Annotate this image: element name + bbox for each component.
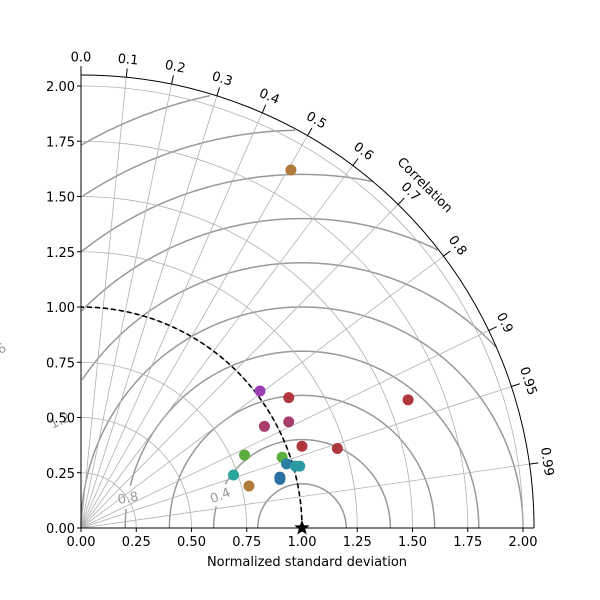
std-grid-arc — [80, 251, 358, 529]
correlation-tick-label: 0.1 — [117, 52, 139, 69]
correlation-grid-line — [80, 386, 512, 529]
rms-contour — [80, 306, 524, 529]
data-point — [296, 440, 308, 452]
data-point — [274, 473, 286, 485]
data-point — [289, 460, 301, 472]
x-tick-label: 0.50 — [177, 535, 206, 550]
y-tick-label: 1.25 — [46, 246, 75, 261]
contour-label-bg — [47, 405, 72, 435]
y-tick-label: 1.75 — [46, 135, 75, 150]
data-point — [258, 420, 270, 432]
data-point — [243, 480, 255, 492]
contour-label-bg — [208, 480, 232, 510]
correlation-tick — [529, 462, 539, 465]
data-point — [239, 449, 251, 461]
y-tick-label: 0.50 — [46, 412, 75, 427]
y-tick-label: 0.00 — [46, 522, 75, 537]
correlation-grid-line — [80, 165, 354, 529]
y-tick-label: 0.25 — [46, 467, 75, 482]
rms-contour — [80, 217, 438, 312]
std-grid-arc — [80, 140, 469, 529]
correlation-tick-label: 0.6 — [350, 140, 376, 164]
correlation-tick — [125, 68, 128, 78]
correlation-grid-line — [80, 84, 173, 529]
y-tick-label: 1.00 — [46, 301, 75, 316]
reference-star-marker — [294, 520, 310, 535]
data-point — [402, 394, 414, 406]
rms-contour — [124, 350, 480, 529]
grid — [80, 77, 530, 529]
contour-label-bg — [0, 336, 9, 366]
correlation-tick — [171, 75, 174, 85]
correlation-tick-label: 0.99 — [537, 446, 556, 477]
rms-contour — [212, 438, 392, 528]
correlation-tick — [488, 326, 497, 331]
outer-correlation-arc — [80, 74, 535, 529]
x-tick-label: 0.25 — [122, 535, 151, 550]
x-tick-label: 1.75 — [453, 535, 482, 550]
rms-contour — [168, 394, 436, 529]
contour-label: 0.4 — [208, 485, 233, 507]
correlation-grid-line — [80, 77, 127, 529]
correlation-grid-line — [80, 463, 530, 529]
rms-contour — [82, 129, 296, 197]
y-tick-label: 0.75 — [46, 356, 75, 371]
data-point — [281, 458, 293, 470]
correlation-tick-label: 0.5 — [303, 109, 328, 132]
contour-label-bg — [117, 484, 138, 511]
correlation-tick-label: 0.95 — [516, 365, 539, 397]
data-point — [283, 392, 295, 404]
x-tick-label: 0.00 — [67, 535, 96, 550]
std-grid-arc — [80, 196, 413, 529]
rms-contour — [81, 262, 497, 381]
data-point — [285, 164, 297, 176]
x-tick-label: 1.25 — [343, 535, 372, 550]
reference-std-arc — [80, 306, 303, 529]
x-axis-label: Normalized standard deviation — [207, 555, 407, 570]
correlation-tick-label: 0.4 — [257, 86, 282, 108]
contour-label: 1.6 — [0, 341, 9, 364]
correlation-tick-label: 0.0 — [71, 50, 92, 65]
y-tick-label: 1.50 — [46, 191, 75, 206]
correlation-tick-label: 0.9 — [493, 310, 516, 335]
correlation-tick — [397, 197, 405, 205]
data-point — [254, 385, 266, 397]
data-point — [227, 469, 239, 481]
data-point — [331, 442, 343, 454]
axes — [77, 66, 539, 532]
correlation-tick-label: 0.2 — [163, 58, 186, 77]
data-point — [283, 416, 295, 428]
tick-labels: 0.0 0.1 0.20.30.40.50.60.70.80.90.950.990.… — [46, 50, 556, 550]
std-grid-arc — [80, 361, 248, 529]
x-tick-label: 0.75 — [232, 535, 261, 550]
correlation-grid-line — [80, 204, 399, 529]
correlation-grid-line — [80, 95, 218, 529]
correlation-tick — [307, 127, 313, 136]
rms-contour — [81, 173, 373, 252]
std-grid-arc — [80, 472, 137, 529]
correlation-tick — [261, 104, 267, 113]
rms-contour — [80, 94, 211, 146]
std-grid-arc — [80, 417, 192, 529]
correlation-tick — [443, 250, 451, 257]
rms-contour — [257, 483, 347, 528]
data-points — [227, 164, 414, 535]
x-tick-label: 1.50 — [398, 535, 427, 550]
y-tick-label: 2.00 — [46, 80, 75, 95]
correlation-tick — [216, 87, 221, 96]
correlation-tick-label: 0.8 — [445, 233, 469, 259]
x-tick-label: 1.00 — [288, 535, 317, 550]
correlation-grid-line — [80, 112, 263, 529]
rms-contours: 0.40.81.21.62.0 — [0, 94, 524, 529]
correlation-tick — [511, 383, 520, 388]
x-tick-label: 2.00 — [509, 535, 538, 550]
correlation-grid-line — [80, 135, 308, 529]
correlation-tick — [352, 158, 359, 166]
std-grid-arc — [80, 85, 524, 529]
correlation-tick-label: 0.3 — [210, 69, 234, 90]
correlation-grid-line — [80, 330, 489, 529]
